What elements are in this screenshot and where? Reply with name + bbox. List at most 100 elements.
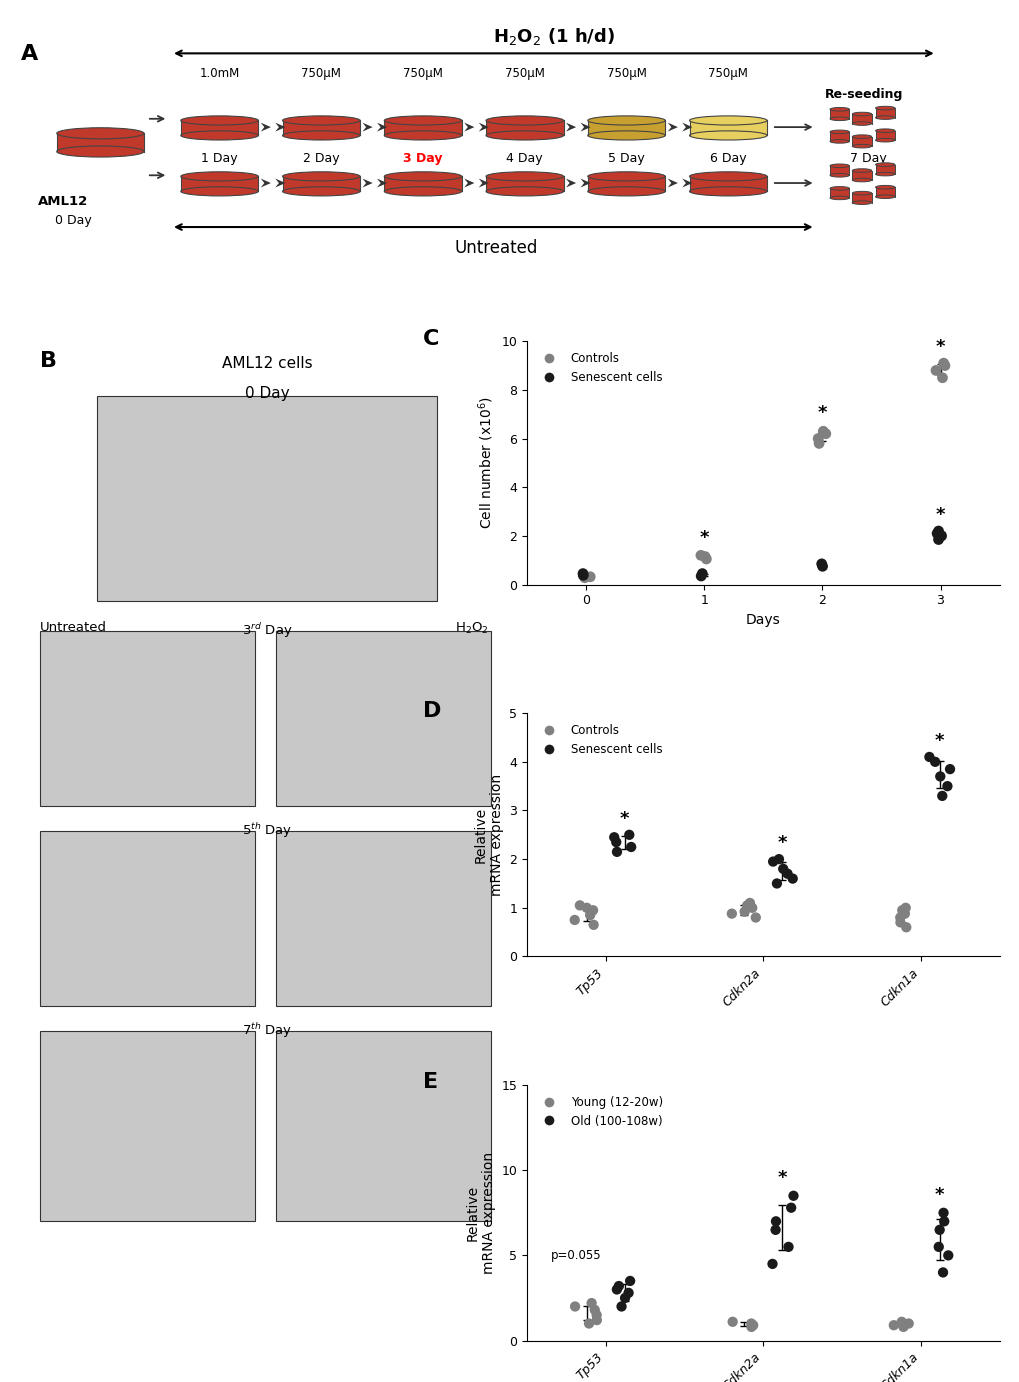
Point <box>741 891 757 914</box>
Point <box>927 359 944 381</box>
Ellipse shape <box>852 122 871 126</box>
Point <box>892 911 908 933</box>
FancyBboxPatch shape <box>276 1031 491 1220</box>
Point <box>933 785 950 807</box>
Polygon shape <box>377 178 387 188</box>
Text: B: B <box>40 351 57 372</box>
Ellipse shape <box>829 108 849 111</box>
Ellipse shape <box>689 171 766 181</box>
Ellipse shape <box>180 116 258 124</box>
Ellipse shape <box>852 191 871 195</box>
Point <box>722 902 739 925</box>
Polygon shape <box>580 123 590 131</box>
Ellipse shape <box>384 131 462 140</box>
Point <box>743 1313 759 1335</box>
Point <box>934 1202 951 1224</box>
FancyBboxPatch shape <box>97 397 437 601</box>
Ellipse shape <box>829 164 849 167</box>
Point <box>588 1305 604 1327</box>
Ellipse shape <box>829 117 849 120</box>
X-axis label: Days: Days <box>745 612 780 627</box>
Point <box>920 746 936 768</box>
Point <box>809 427 825 449</box>
Ellipse shape <box>384 187 462 196</box>
Ellipse shape <box>874 116 894 119</box>
Polygon shape <box>852 170 871 180</box>
Point <box>566 909 582 931</box>
Point <box>926 750 943 773</box>
Point <box>576 567 592 589</box>
Legend: Controls, Senescent cells: Controls, Senescent cells <box>532 347 666 388</box>
Point <box>696 546 712 568</box>
Point <box>736 901 752 923</box>
Ellipse shape <box>486 116 564 124</box>
Legend: Young (12-20w), Old (100-108w): Young (12-20w), Old (100-108w) <box>532 1090 666 1132</box>
Point <box>588 1309 604 1331</box>
Text: *: * <box>817 404 826 422</box>
Text: *: * <box>776 1169 786 1187</box>
Polygon shape <box>275 123 285 131</box>
Point <box>929 528 946 550</box>
Point <box>941 759 957 781</box>
Point <box>785 1184 801 1206</box>
Text: A: A <box>20 44 38 64</box>
Point <box>575 562 591 585</box>
Polygon shape <box>852 193 871 203</box>
Point <box>616 1287 633 1309</box>
Point <box>694 562 710 585</box>
Point <box>582 565 598 587</box>
Point <box>608 1278 625 1300</box>
Point <box>571 894 587 916</box>
Text: Re-seeding: Re-seeding <box>824 88 902 101</box>
Text: H$_2$O$_2$ (1 h/d): H$_2$O$_2$ (1 h/d) <box>492 26 614 47</box>
Polygon shape <box>689 120 766 135</box>
Point <box>930 1219 947 1241</box>
Text: *: * <box>934 1186 944 1204</box>
Point <box>623 836 639 858</box>
Point <box>813 553 829 575</box>
Point <box>938 775 955 797</box>
Point <box>896 902 912 925</box>
Ellipse shape <box>689 116 766 124</box>
Point <box>744 1314 760 1336</box>
Text: 5 Day: 5 Day <box>607 152 644 164</box>
Polygon shape <box>667 123 678 131</box>
Ellipse shape <box>486 131 564 140</box>
Polygon shape <box>485 177 564 191</box>
Ellipse shape <box>874 106 894 109</box>
Text: p=0.055: p=0.055 <box>550 1249 600 1262</box>
Point <box>610 1276 627 1298</box>
Text: 0 Day: 0 Day <box>245 386 289 401</box>
Polygon shape <box>874 131 894 140</box>
Point <box>784 868 800 890</box>
Text: *: * <box>776 833 786 851</box>
Text: 750μM: 750μM <box>504 68 544 80</box>
Point <box>766 1219 783 1241</box>
Legend: Controls, Senescent cells: Controls, Senescent cells <box>532 719 666 760</box>
FancyBboxPatch shape <box>276 632 491 806</box>
Polygon shape <box>261 123 271 131</box>
Ellipse shape <box>852 135 871 138</box>
Ellipse shape <box>587 187 664 196</box>
Text: 4 Day: 4 Day <box>506 152 542 164</box>
Point <box>892 907 908 929</box>
Polygon shape <box>478 123 488 131</box>
Ellipse shape <box>874 195 894 199</box>
Ellipse shape <box>874 163 894 166</box>
Polygon shape <box>682 123 692 131</box>
Text: AML12: AML12 <box>39 195 89 207</box>
Point <box>743 1316 759 1338</box>
Polygon shape <box>384 177 462 191</box>
Ellipse shape <box>282 131 360 140</box>
Point <box>575 564 591 586</box>
Point <box>814 420 830 442</box>
Ellipse shape <box>829 130 849 134</box>
Point <box>900 1313 916 1335</box>
Ellipse shape <box>852 144 871 148</box>
Text: 3 Day: 3 Day <box>403 152 442 164</box>
Point <box>767 1211 784 1233</box>
Polygon shape <box>829 109 849 119</box>
Polygon shape <box>587 177 664 191</box>
Text: Untreated: Untreated <box>40 621 107 634</box>
Point <box>622 1270 638 1292</box>
